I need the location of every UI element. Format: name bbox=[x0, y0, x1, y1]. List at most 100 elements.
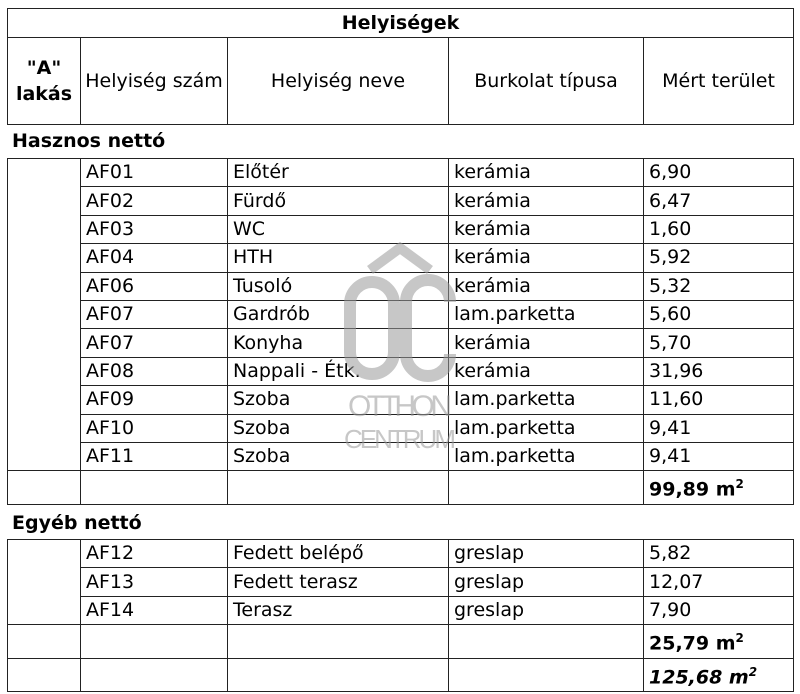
empty-cell bbox=[80, 624, 228, 659]
room-number: AF12 bbox=[80, 538, 228, 569]
room-name: Fedett terasz bbox=[227, 567, 449, 597]
table-row: AF06 Tusoló kerámia 5,32 bbox=[8, 271, 794, 301]
apartment-cell bbox=[7, 538, 81, 626]
table-row: AF08 Nappali - Étk. kerámia 31,96 bbox=[8, 356, 794, 387]
header-lakas: "A" lakás bbox=[7, 37, 81, 125]
measured-area: 5,92 bbox=[643, 243, 794, 273]
flooring-type: kerámia bbox=[448, 157, 644, 188]
flooring-type: kerámia bbox=[448, 243, 644, 273]
measured-area: 7,90 bbox=[643, 595, 794, 626]
empty-cell bbox=[227, 657, 449, 692]
unit-exponent: 2 bbox=[735, 477, 744, 492]
empty-cell bbox=[7, 470, 81, 505]
measured-area: 31,96 bbox=[643, 356, 794, 387]
room-number: AF08 bbox=[80, 356, 228, 387]
section-total-row: 99,89 m2 bbox=[7, 470, 794, 505]
flooring-type: lam.parketta bbox=[448, 385, 644, 415]
table-row: AF09 Szoba lam.parketta 11,60 bbox=[8, 385, 794, 415]
measured-area: 9,41 bbox=[643, 413, 794, 443]
measured-area: 12,07 bbox=[643, 567, 794, 597]
room-number: AF06 bbox=[80, 271, 228, 301]
unit-exponent: 2 bbox=[748, 664, 758, 679]
apartment-cell bbox=[7, 157, 81, 472]
unit-exponent: 2 bbox=[735, 631, 744, 646]
flooring-type: kerámia bbox=[448, 271, 644, 301]
table-row: AF07 Gardrób lam.parketta 5,60 bbox=[8, 299, 794, 330]
flooring-type: greslap bbox=[448, 595, 644, 626]
header-area: Mért terület bbox=[642, 37, 795, 125]
room-name: Nappali - Étk. bbox=[227, 356, 449, 387]
room-number: AF02 bbox=[80, 186, 228, 216]
room-name: Fedett belépő bbox=[227, 538, 449, 569]
room-number: AF13 bbox=[80, 567, 228, 597]
measured-area: 11,60 bbox=[643, 385, 794, 415]
flooring-type: kerámia bbox=[448, 186, 644, 216]
total-value: 25,79 m2 bbox=[643, 624, 794, 659]
room-number: AF09 bbox=[80, 385, 228, 415]
total-number: 25,79 m bbox=[649, 632, 736, 655]
room-number: AF10 bbox=[80, 413, 228, 443]
measured-area: 6,90 bbox=[643, 157, 794, 188]
total-number: 125,68 m bbox=[649, 665, 749, 688]
table-row: AF14 Terasz greslap 7,90 bbox=[8, 595, 794, 626]
section-label-hasznos: Hasznos nettó bbox=[12, 130, 166, 152]
room-name: Előtér bbox=[227, 157, 449, 188]
total-number: 99,89 m bbox=[649, 478, 736, 501]
header-room-number: Helyiség szám bbox=[80, 37, 228, 125]
room-number: AF07 bbox=[80, 328, 228, 358]
empty-cell bbox=[448, 657, 644, 692]
empty-cell bbox=[227, 470, 449, 505]
flooring-type: kerámia bbox=[448, 214, 644, 245]
room-name: Szoba bbox=[227, 385, 449, 415]
empty-cell bbox=[80, 657, 228, 692]
measured-area: 5,60 bbox=[643, 299, 794, 330]
room-number: AF01 bbox=[80, 157, 228, 188]
room-name: Tusoló bbox=[227, 271, 449, 301]
table-row: AF13 Fedett terasz greslap 12,07 bbox=[8, 567, 794, 597]
header-flooring: Burkolat típusa bbox=[448, 37, 644, 125]
table-row: AF07 Konyha kerámia 5,70 bbox=[8, 328, 794, 358]
table-row: AF12 Fedett belépő greslap 5,82 bbox=[7, 538, 794, 626]
empty-cell bbox=[448, 624, 644, 659]
room-number: AF07 bbox=[80, 299, 228, 330]
room-number: AF11 bbox=[80, 441, 228, 472]
room-name: Szoba bbox=[227, 413, 449, 443]
total-value: 99,89 m2 bbox=[643, 470, 794, 505]
room-name: Fürdő bbox=[227, 186, 449, 216]
grand-total-row: 125,68 m2 bbox=[7, 657, 794, 692]
measured-area: 5,70 bbox=[643, 328, 794, 358]
flooring-type: lam.parketta bbox=[448, 299, 644, 330]
room-name: WC bbox=[227, 214, 449, 245]
room-name: Terasz bbox=[227, 595, 449, 626]
measured-area: 9,41 bbox=[643, 441, 794, 472]
room-number: AF14 bbox=[80, 595, 228, 626]
empty-cell bbox=[448, 470, 644, 505]
table-row: AF10 Szoba lam.parketta 9,41 bbox=[8, 413, 794, 443]
room-number: AF03 bbox=[80, 214, 228, 245]
flooring-type: greslap bbox=[448, 538, 644, 569]
header-table: Helyiségek "A" lakás Helyiség szám Helyi… bbox=[6, 8, 795, 125]
table-row: AF04 HTH kerámia 5,92 bbox=[8, 243, 794, 273]
section-total-row: 25,79 m2 bbox=[7, 624, 794, 659]
empty-cell bbox=[7, 624, 81, 659]
empty-cell bbox=[7, 657, 81, 692]
room-name: HTH bbox=[227, 243, 449, 273]
flooring-type: kerámia bbox=[448, 356, 644, 387]
section-label-egyeb: Egyéb nettó bbox=[12, 512, 142, 534]
measured-area: 5,32 bbox=[643, 271, 794, 301]
table-title: Helyiségek bbox=[6, 8, 795, 38]
header-room-name: Helyiség neve bbox=[227, 37, 449, 125]
table-row: AF02 Fürdő kerámia 6,47 bbox=[8, 186, 794, 216]
flooring-type: lam.parketta bbox=[448, 413, 644, 443]
empty-cell bbox=[80, 470, 228, 505]
flooring-type: kerámia bbox=[448, 328, 644, 358]
room-name: Gardrób bbox=[227, 299, 449, 330]
flooring-type: lam.parketta bbox=[448, 441, 644, 472]
room-number: AF04 bbox=[80, 243, 228, 273]
section-table-hasznos: AF01 Előtér kerámia 6,90 AF02 Fürdő kerámia 6,4… bbox=[7, 157, 794, 505]
room-name: Szoba bbox=[227, 441, 449, 472]
total-value: 125,68 m2 bbox=[643, 657, 794, 692]
table-row: AF01 Előtér kerámia 6,90 bbox=[7, 157, 794, 472]
measured-area: 5,82 bbox=[643, 538, 794, 569]
table-row: AF03 WC kerámia 1,60 bbox=[8, 214, 794, 245]
